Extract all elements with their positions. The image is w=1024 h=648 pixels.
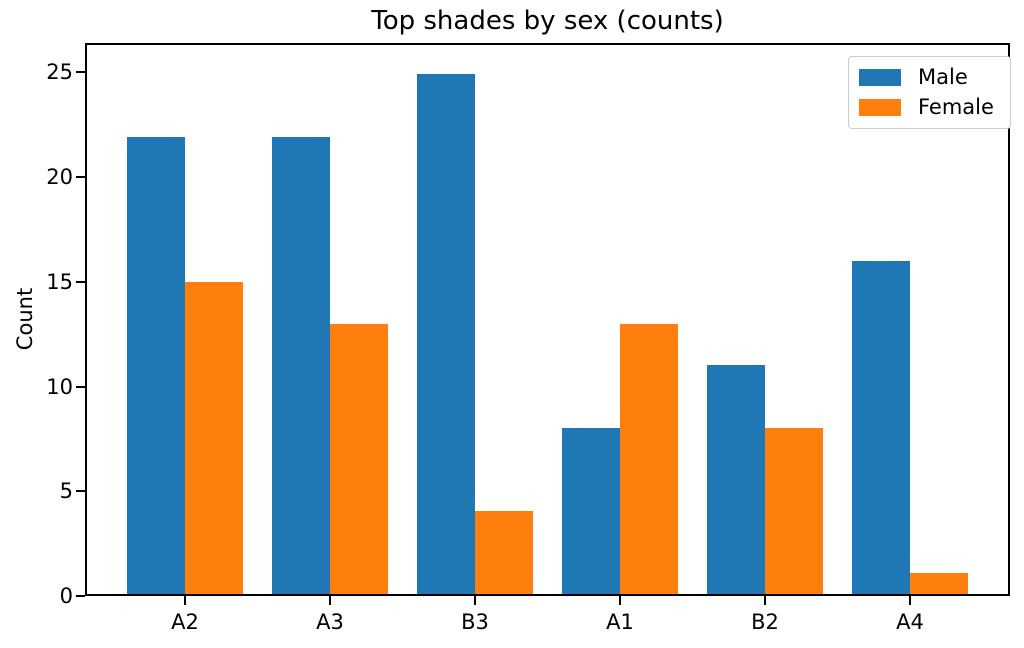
legend-label-male: Male xyxy=(918,65,968,89)
x-tick-mark-a2 xyxy=(184,596,187,605)
x-tick-label-a3: A3 xyxy=(316,610,344,634)
bar-male-b2 xyxy=(706,365,765,594)
y-tick-label-25: 25 xyxy=(46,60,73,85)
legend-label-female: Female xyxy=(918,95,994,119)
x-tick-label-a4: A4 xyxy=(896,610,924,634)
bar-male-a3 xyxy=(272,136,330,594)
bar-female-a3 xyxy=(330,323,388,594)
female-series-swatch xyxy=(859,99,901,116)
bar-female-a1 xyxy=(619,323,678,594)
y-tick-label-15: 15 xyxy=(46,269,73,294)
y-tick-mark-15 xyxy=(76,280,85,283)
bar-male-a1 xyxy=(561,427,620,594)
bar-female-b2 xyxy=(764,427,823,594)
bar-female-b3 xyxy=(475,510,533,594)
chart-title: Top shades by sex (counts) xyxy=(371,6,724,36)
male-series-swatch xyxy=(859,69,901,86)
y-tick-label-20: 20 xyxy=(46,165,73,190)
legend-item-male: Male xyxy=(859,66,994,89)
y-tick-label-10: 10 xyxy=(46,374,73,399)
x-tick-mark-b3 xyxy=(474,596,476,605)
x-tick-label-b2: B2 xyxy=(751,610,779,634)
bar-male-a4 xyxy=(851,261,910,594)
y-tick-label-5: 5 xyxy=(59,479,73,504)
legend-item-female: Female xyxy=(859,96,994,119)
bar-male-b3 xyxy=(417,74,475,594)
x-tick-mark-a1 xyxy=(618,596,621,605)
y-tick-mark-25 xyxy=(76,71,85,74)
y-tick-mark-20 xyxy=(76,176,85,179)
bar-female-a4 xyxy=(909,573,968,594)
x-tick-mark-a3 xyxy=(329,596,332,605)
y-tick-mark-5 xyxy=(76,490,85,493)
x-tick-label-a1: A1 xyxy=(606,610,634,634)
y-tick-mark-10 xyxy=(76,385,85,388)
x-tick-mark-b2 xyxy=(763,596,766,605)
x-tick-mark-a4 xyxy=(908,596,911,605)
x-tick-label-a2: A2 xyxy=(171,610,199,634)
bars-layer xyxy=(87,45,1008,594)
legend: Male Female xyxy=(848,56,1011,129)
x-tick-label-b3: B3 xyxy=(461,610,489,634)
y-tick-mark-0 xyxy=(76,595,85,597)
y-tick-label-0: 0 xyxy=(59,584,73,608)
plot-area xyxy=(85,43,1010,596)
bar-female-a2 xyxy=(185,282,244,594)
bar-male-a2 xyxy=(127,136,186,594)
